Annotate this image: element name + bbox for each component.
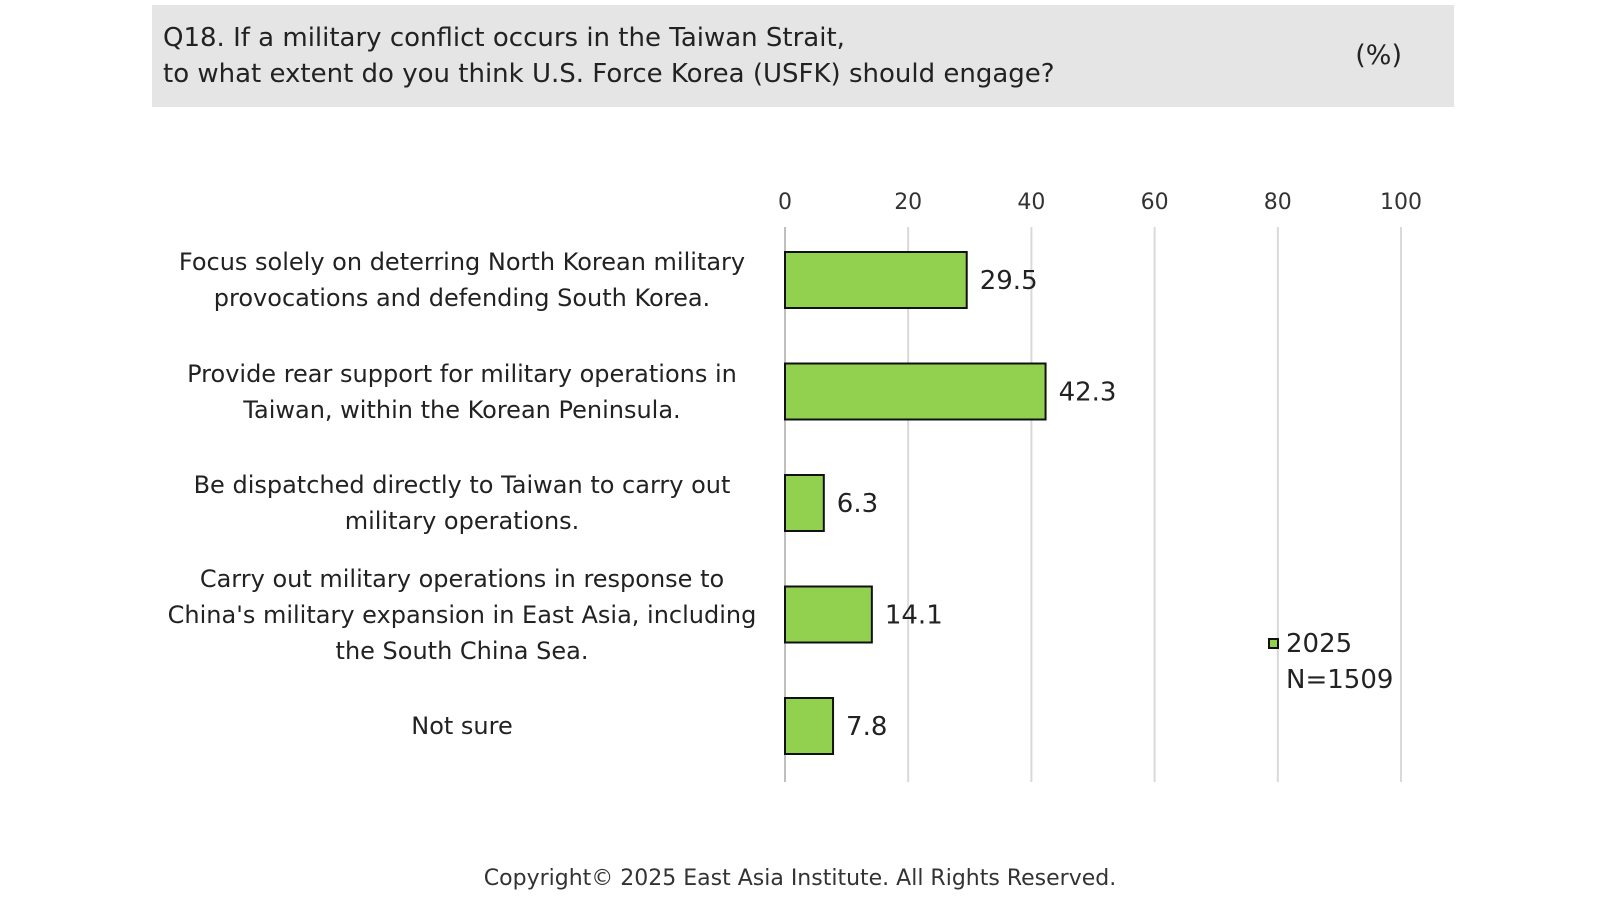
category-label: Carry out military operations in respons… <box>152 561 772 669</box>
x-tick-label: 80 <box>1264 190 1292 215</box>
category-label-line: Taiwan, within the Korean Peninsula. <box>243 395 681 424</box>
category-label-line: China's military expansion in East Asia,… <box>167 600 757 629</box>
bar <box>784 585 873 644</box>
question-line-1: Q18. If a military conflict occurs in th… <box>163 23 845 53</box>
category-label-line: Be dispatched directly to Taiwan to carr… <box>193 471 731 499</box>
bar-value-label: 29.5 <box>980 266 1038 296</box>
category-label-line: military operations. <box>344 507 580 535</box>
category-label: Provide rear support for military operat… <box>152 356 772 428</box>
x-tick-label: 40 <box>1017 190 1045 215</box>
x-tick-label: 20 <box>894 190 922 215</box>
bar-value-label: 42.3 <box>1059 378 1117 408</box>
x-tick-label: 60 <box>1141 190 1169 215</box>
question-line-2: to what extent do you think U.S. Force K… <box>163 59 1055 89</box>
category-label: Be dispatched directly to Taiwan to carr… <box>152 467 772 539</box>
bar <box>784 697 835 755</box>
bar <box>784 251 968 309</box>
x-tick-label: 100 <box>1380 190 1422 215</box>
legend-series-name: 2025 <box>1286 629 1353 659</box>
category-label-line: Provide rear support for military operat… <box>187 359 737 388</box>
question-header: Q18. If a military conflict occurs in th… <box>152 5 1454 107</box>
bar-value-label: 6.3 <box>837 489 878 519</box>
category-label: Focus solely on deterring North Korean m… <box>152 244 772 316</box>
legend-sample-size: N=1509 <box>1286 665 1394 695</box>
bar <box>784 474 825 532</box>
category-label-line: the South China Sea. <box>335 636 589 665</box>
category-label-line: Carry out military operations in respons… <box>199 564 725 593</box>
bar-value-label: 14.1 <box>885 601 943 631</box>
category-label-line: Not sure <box>411 712 513 740</box>
bar <box>784 362 1047 421</box>
x-tick-label: 0 <box>778 190 792 215</box>
unit-label: (%) <box>1355 40 1402 71</box>
legend-swatch <box>1268 638 1279 649</box>
category-label: Not sure <box>152 708 772 744</box>
category-label-line: provocations and defending South Korea. <box>213 284 711 312</box>
bar-value-label: 7.8 <box>846 712 887 742</box>
copyright-footer: Copyright© 2025 East Asia Institute. All… <box>483 866 1117 891</box>
category-label-line: Focus solely on deterring North Korean m… <box>178 248 746 276</box>
